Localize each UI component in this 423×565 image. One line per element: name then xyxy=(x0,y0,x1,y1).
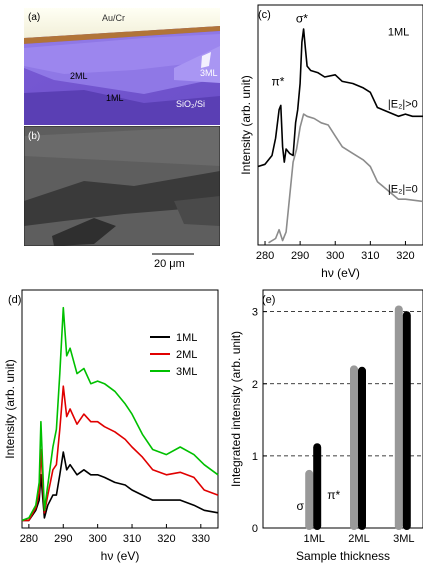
x-axis-label: Sample thickness xyxy=(296,549,390,563)
y-tick-label: 0 xyxy=(252,523,258,535)
scale-bar-label: 20 μm xyxy=(154,258,185,270)
y-axis-label: Integrated intensity (arb. unit) xyxy=(229,331,243,487)
bright-flake xyxy=(201,52,211,68)
x-axis-label: hν (eV) xyxy=(101,549,140,563)
aucr-label: Au/Cr xyxy=(102,13,125,23)
plot-frame xyxy=(21,289,219,529)
panel-e-label: (e) xyxy=(262,294,275,306)
y-axis-label: Intensity (arb. unit) xyxy=(3,359,17,458)
panel-b-label: (b) xyxy=(28,131,40,142)
annotation-pi-star: π* xyxy=(327,488,340,502)
label-2ml: 2ML xyxy=(70,71,88,81)
plot-frame xyxy=(262,289,423,529)
annotation-pi-star: π* xyxy=(272,75,285,89)
x-tick-label: 320 xyxy=(396,250,414,262)
bare-substrate-region xyxy=(24,90,220,125)
x-tick-label: 280 xyxy=(20,533,38,545)
scale-bar: 20 μm xyxy=(150,252,220,272)
label-1ml: 1ML xyxy=(106,93,124,103)
panel-a-label: (a) xyxy=(28,12,40,23)
legend-label-1ML: 1ML xyxy=(176,332,197,344)
series-line-0 xyxy=(22,451,219,522)
panel-b-flake-3 xyxy=(174,196,220,226)
x-tick-label: 280 xyxy=(256,250,274,262)
label-substrate: SiO₂/Si xyxy=(176,99,205,109)
legend-label-3ML: 3ML xyxy=(176,366,197,378)
panel-b-dark-flake-2 xyxy=(52,218,116,246)
x-tick-label: 310 xyxy=(123,533,141,545)
panel-b-image: (b) xyxy=(23,125,221,247)
x-tick-label: 290 xyxy=(291,250,309,262)
annotation-1ml: 1ML xyxy=(388,27,409,39)
y-axis-label: Intensity (arb. unit) xyxy=(239,75,253,174)
panel-d-label: (d) xyxy=(8,294,21,306)
y-tick-label: 3 xyxy=(252,307,258,319)
legend-label-2ML: 2ML xyxy=(176,349,197,361)
x-category-label: 3ML xyxy=(393,533,414,545)
x-tick-label: 320 xyxy=(157,533,175,545)
series-line-1 xyxy=(268,113,423,244)
x-category-label: 1ML xyxy=(303,533,324,545)
chart-c: (c) 280 290 300 310 320 hν (eV) Intensity (arb… xyxy=(239,4,423,280)
panel-c-label: (c) xyxy=(258,9,271,21)
annotation-sigma-star: σ* xyxy=(296,11,308,25)
x-tick-label: 290 xyxy=(54,533,72,545)
electrode-edge xyxy=(24,26,220,44)
panel-b-dark-flake xyxy=(24,171,220,226)
chart-e: (e) 0 1 2 3 Integrated intensity (arb. unit)… xyxy=(229,289,423,563)
x-axis-label: hν (eV) xyxy=(321,266,360,280)
x-tick-label: 300 xyxy=(88,533,106,545)
annotation-sigma: σ xyxy=(296,499,304,513)
annotation-ez-nonzero: |E₂|>0 xyxy=(388,99,418,111)
y-tick-label: 1 xyxy=(252,451,258,463)
x-tick-label: 310 xyxy=(361,250,379,262)
x-tick-label: 300 xyxy=(326,250,344,262)
series-line-0 xyxy=(257,28,423,168)
scale-bar-graphic: 20 μm xyxy=(152,253,194,270)
x-category-label: 2ML xyxy=(348,533,369,545)
plot-frame xyxy=(257,4,423,246)
panel-b-micrograph: (b) xyxy=(23,125,221,247)
chart-d: (d) 280 290 300 310 320 330 hν (eV) Intensity (… xyxy=(3,289,219,563)
annotation-ez-zero: |E₂|=0 xyxy=(388,184,418,196)
series-line-2 xyxy=(21,306,219,522)
panel-a-micrograph: (a) Au/Cr 2ML 1ML 3ML SiO₂/Si xyxy=(24,8,220,125)
panel-a-image: (a) Au/Cr 2ML 1ML 3ML SiO₂/Si xyxy=(24,8,220,125)
graphene-2ml-region xyxy=(24,34,220,74)
label-3ml: 3ML xyxy=(200,68,218,78)
x-tick-label: 330 xyxy=(192,533,210,545)
panel-b-band xyxy=(24,126,220,166)
y-tick-label: 2 xyxy=(252,379,258,391)
gold-electrode xyxy=(24,8,220,38)
